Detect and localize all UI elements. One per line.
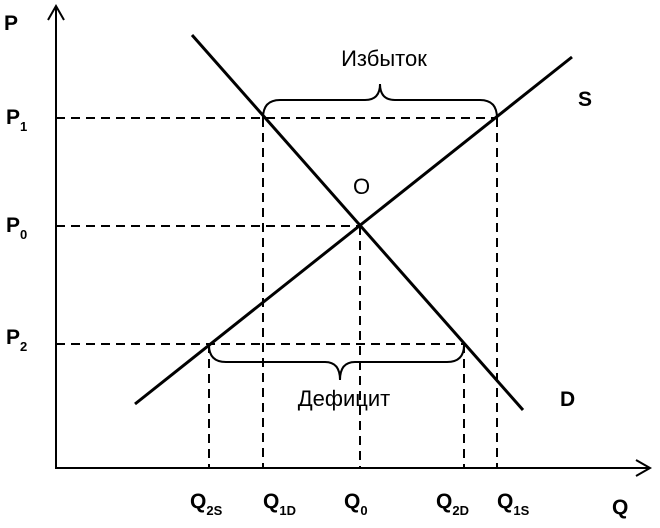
y-axis-label: P [4, 12, 18, 35]
quantity-label: Q1D [263, 490, 296, 518]
quantity-label: Q2S [190, 490, 223, 518]
surplus-brace [262, 83, 498, 119]
sub: 2S [206, 503, 222, 518]
main: P [6, 326, 20, 349]
main: P [6, 106, 20, 129]
equilibrium-label: O [353, 174, 370, 199]
price-label: P1 [6, 106, 27, 134]
sub: 0 [360, 503, 367, 518]
sub: 1S [513, 503, 529, 518]
sub: 1 [20, 119, 27, 134]
main: Q [344, 490, 360, 513]
surplus-label: Избыток [341, 46, 427, 71]
demand-label: D [560, 388, 575, 411]
quantity-label: Q1S [497, 490, 530, 518]
supply-label: S [578, 88, 592, 111]
price-label: P0 [6, 214, 27, 242]
sub: 1D [279, 503, 296, 518]
supply-line [134, 55, 573, 406]
main: Q [436, 490, 452, 513]
sub: 2 [20, 339, 27, 354]
main: Q [497, 490, 513, 513]
price-label: P2 [6, 326, 27, 354]
main: Q [190, 490, 206, 513]
quantity-label: Q2D [436, 490, 469, 518]
axes [47, 3, 653, 477]
main: P [6, 214, 20, 237]
main: Q [263, 490, 279, 513]
deficit-brace [208, 344, 465, 381]
sub: 0 [20, 227, 27, 242]
guide-lines [56, 117, 498, 468]
x-axis-label: Q [612, 496, 628, 519]
demand-line [190, 34, 525, 411]
sub: 2D [452, 503, 469, 518]
quantity-label: Q0 [344, 490, 368, 518]
deficit-label: Дефицит [298, 386, 391, 411]
